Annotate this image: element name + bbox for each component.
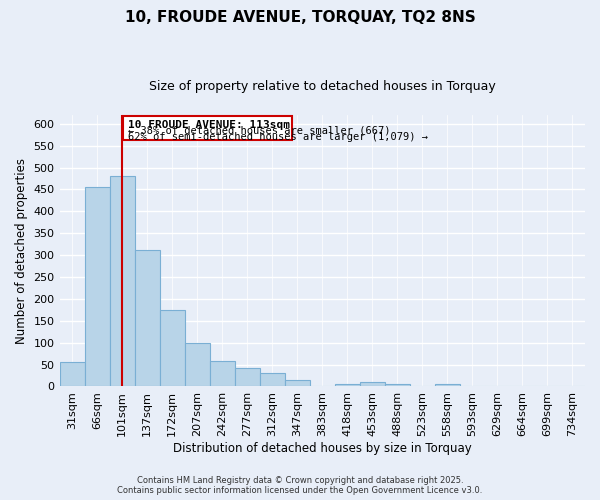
Text: ← 38% of detached houses are smaller (667): ← 38% of detached houses are smaller (66… [128, 126, 391, 136]
Bar [385, 384, 410, 386]
Y-axis label: Number of detached properties: Number of detached properties [15, 158, 28, 344]
Bar [235, 368, 260, 386]
Text: Contains HM Land Registry data © Crown copyright and database right 2025.
Contai: Contains HM Land Registry data © Crown c… [118, 476, 482, 495]
Bar [285, 380, 310, 386]
Bar [435, 384, 460, 386]
Text: 62% of semi-detached houses are larger (1,079) →: 62% of semi-detached houses are larger (… [128, 132, 428, 142]
Bar [134, 250, 160, 386]
Bar [185, 342, 209, 386]
FancyBboxPatch shape [124, 116, 292, 140]
Bar [260, 374, 285, 386]
Text: 10 FROUDE AVENUE: 113sqm: 10 FROUDE AVENUE: 113sqm [128, 120, 290, 130]
Bar [160, 310, 185, 386]
Bar [85, 187, 110, 386]
Bar [59, 362, 85, 386]
Bar [360, 382, 385, 386]
X-axis label: Distribution of detached houses by size in Torquay: Distribution of detached houses by size … [173, 442, 472, 455]
Bar [335, 384, 360, 386]
Title: Size of property relative to detached houses in Torquay: Size of property relative to detached ho… [149, 80, 496, 93]
Text: 10, FROUDE AVENUE, TORQUAY, TQ2 8NS: 10, FROUDE AVENUE, TORQUAY, TQ2 8NS [125, 10, 475, 25]
Bar [110, 176, 134, 386]
Bar [209, 361, 235, 386]
